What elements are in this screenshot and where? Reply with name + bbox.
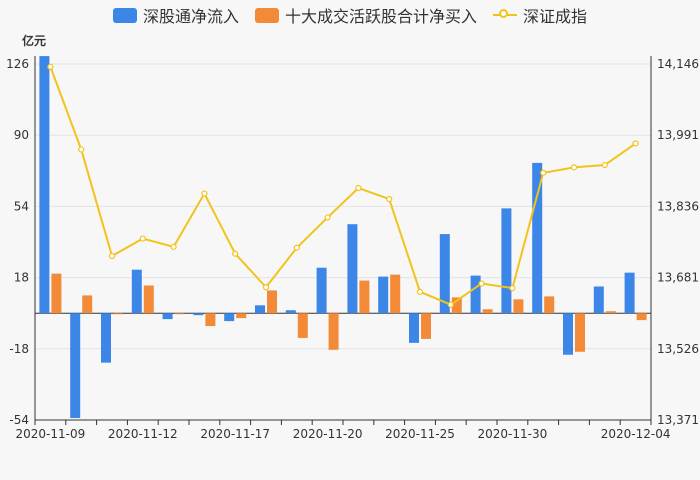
bar-top10-net-buy (575, 313, 585, 352)
index-point (139, 235, 146, 242)
y-right-tick-label: 14,146 (657, 57, 699, 71)
index-point (47, 63, 54, 70)
x-tick-label: 2020-11-30 (478, 427, 548, 441)
bar-net-inflow (224, 313, 235, 322)
bar-top10-net-buy (113, 313, 123, 315)
bar-net-inflow (101, 313, 111, 363)
index-point (447, 301, 454, 308)
bar-net-inflow (378, 276, 389, 314)
bar-net-inflow (162, 313, 173, 320)
bar-net-inflow (624, 272, 635, 314)
x-tick-label: 2020-11-17 (200, 427, 270, 441)
bar-net-inflow (131, 269, 142, 314)
bar-top10-net-buy (267, 290, 277, 314)
y-right-tick-label: 13,681 (657, 271, 699, 285)
chart-legend: 深股通净流入 十大成交活跃股合计净买入 深证成指 (0, 4, 700, 26)
legend-item-index[interactable]: 深证成指 (493, 3, 587, 27)
bar-net-inflow (439, 234, 450, 314)
bar-net-inflow (532, 162, 543, 314)
y-left-tick-label: -18 (9, 342, 29, 356)
bar-net-inflow (501, 208, 512, 314)
bar-top10-net-buy (451, 297, 462, 314)
bar-net-inflow (285, 310, 296, 314)
y-right-tick-label: 13,371 (657, 413, 699, 427)
index-point (232, 250, 239, 257)
index-point (262, 284, 270, 291)
legend-item-net-inflow[interactable]: 深股通净流入 (112, 3, 239, 27)
bar-top10-net-buy (421, 313, 431, 339)
bar-net-inflow (409, 313, 419, 343)
bar-net-inflow (593, 286, 604, 314)
bar-net-inflow (347, 224, 358, 314)
bar-net-inflow (563, 313, 573, 355)
y-right-tick-label: 13,836 (657, 199, 699, 213)
legend-label-index: 深证成指 (523, 7, 588, 26)
bar-top10-net-buy (328, 313, 339, 350)
x-tick-label: 2020-11-25 (385, 427, 455, 441)
bar-top10-net-buy (482, 309, 493, 314)
bar-net-inflow (255, 305, 265, 314)
bar-top10-net-buy (51, 273, 62, 314)
bar-top10-net-buy (544, 296, 555, 314)
bar-top10-net-buy (297, 313, 308, 338)
legend-label-net-inflow: 深股通净流入 (142, 7, 239, 26)
legend-swatch-index (493, 8, 517, 22)
y-left-tick-label: -54 (9, 413, 29, 427)
y-right-tick-label: 13,991 (657, 128, 699, 142)
index-point (540, 169, 547, 176)
bar-top10-net-buy (205, 313, 216, 327)
index-point (78, 146, 85, 153)
index-point (570, 164, 578, 171)
index-point (632, 140, 639, 147)
y-right-tick-label: 13,526 (657, 342, 699, 356)
index-point (478, 280, 485, 287)
left-axis-unit: 亿元 (22, 34, 47, 48)
x-tick-label: 2020-11-20 (293, 427, 363, 441)
index-point (416, 288, 424, 295)
y-left-tick-label: 54 (14, 199, 29, 213)
index-point (355, 184, 362, 192)
y-left-tick-label: 126 (6, 57, 29, 71)
index-point (601, 161, 608, 169)
index-point (170, 243, 177, 250)
index-point (386, 195, 393, 203)
legend-item-top10-net-buy[interactable]: 十大成交活跃股合计净买入 (254, 3, 477, 27)
bar-top10-net-buy (605, 311, 616, 314)
bar-top10-net-buy (390, 274, 401, 314)
x-tick-label: 2020-11-12 (108, 427, 178, 441)
index-point (509, 285, 516, 292)
x-tick-label: 2020-12-04 (601, 427, 671, 441)
bar-top10-net-buy (359, 280, 370, 314)
bar-top10-net-buy (236, 313, 247, 319)
x-tick-label: 2020-11-09 (16, 427, 86, 441)
bar-net-inflow (470, 275, 481, 314)
index-point (293, 244, 300, 251)
index-point (201, 190, 208, 197)
bar-top10-net-buy (82, 295, 93, 314)
bar-net-inflow (70, 313, 81, 419)
bar-net-inflow (39, 56, 50, 314)
bar-net-inflow (316, 267, 327, 314)
bar-top10-net-buy (513, 299, 524, 314)
bar-top10-net-buy (636, 313, 647, 321)
index-point (108, 252, 116, 260)
legend-swatch-net-inflow (112, 7, 137, 23)
index-line (49, 66, 637, 306)
index-point (324, 214, 331, 221)
bar-top10-net-buy (143, 285, 154, 314)
bar-top10-net-buy (174, 313, 185, 315)
y-left-tick-label: 18 (14, 271, 29, 285)
y-left-tick-label: 90 (14, 128, 29, 142)
legend-swatch-top10-net-buy (254, 7, 279, 23)
legend-label-top10-net-buy: 十大成交活跃股合计净买入 (284, 7, 477, 26)
bar-net-inflow (193, 313, 204, 316)
